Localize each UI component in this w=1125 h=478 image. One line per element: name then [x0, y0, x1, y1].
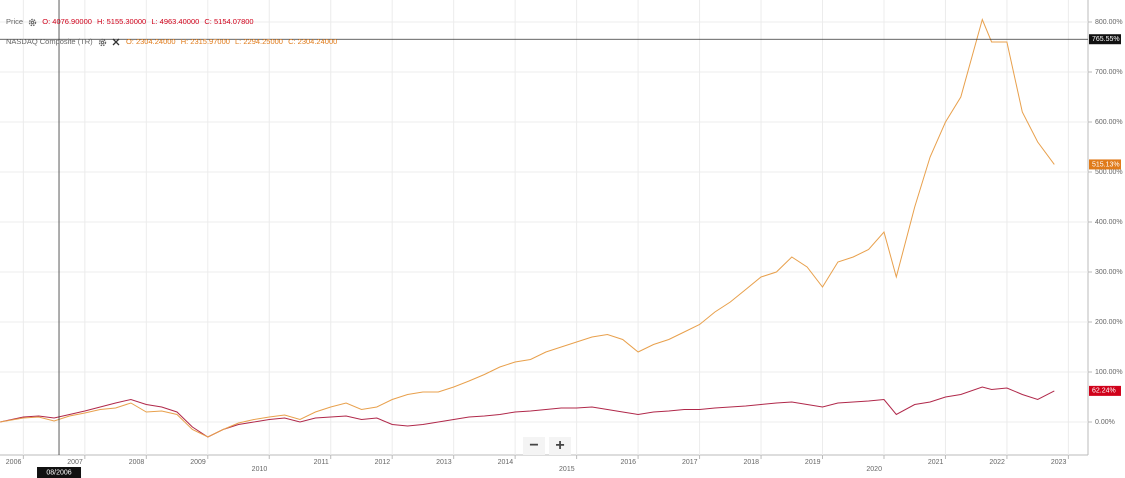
- ohlc-value: O: 4076.90000: [42, 17, 92, 26]
- legend-entry: NASDAQ Composite (TR): [6, 37, 93, 46]
- x-tick-label: 2019: [805, 459, 821, 466]
- legend-row: NASDAQ Composite (TR) O: 2304.24000 H: 2…: [6, 32, 340, 52]
- remove-icon[interactable]: [112, 38, 120, 46]
- legend-header: Price O: 4076.90000 H: 5155.30000 L: 496…: [6, 12, 340, 52]
- x-tick-label: 2022: [989, 459, 1005, 466]
- x-tick-label: 2015: [559, 466, 575, 473]
- x-tick-label: 2023: [1051, 459, 1067, 466]
- ohlc-value: L: 2294.25000: [235, 37, 283, 46]
- crosshair-y-box: [1089, 34, 1121, 45]
- legend-entry: Price: [6, 17, 24, 26]
- y-tick-label: 400.00%: [1095, 219, 1123, 226]
- ohlc-value: H: 2315.97000: [180, 37, 230, 46]
- x-tick-label: 2010: [252, 466, 268, 473]
- x-tick-label: 2013: [436, 459, 452, 466]
- ohlc-value: C: 5154.07800: [204, 17, 254, 26]
- crosshair-x-label: 08/2006: [46, 469, 71, 476]
- x-tick-label: 2021: [928, 459, 944, 466]
- y-tick-label: 800.00%: [1095, 19, 1123, 26]
- series-line: [0, 17, 1055, 438]
- y-tick-label: 200.00%: [1095, 319, 1123, 326]
- end-label-box: [1089, 385, 1121, 396]
- x-tick-label: 2017: [682, 459, 698, 466]
- y-tick-label: 700.00%: [1095, 69, 1123, 76]
- end-label-box: [1089, 159, 1121, 170]
- x-tick-label: 2016: [621, 459, 637, 466]
- x-tick-label: 2018: [743, 459, 759, 466]
- end-label: 515.13%: [1092, 161, 1120, 168]
- end-label: 62.24%: [1092, 388, 1116, 395]
- y-tick-label: 600.00%: [1095, 119, 1123, 126]
- y-tick-label: 100.00%: [1095, 369, 1123, 376]
- crosshair-y-label: 765.55%: [1092, 36, 1120, 43]
- y-tick-label: 0.00%: [1095, 419, 1115, 426]
- x-tick-label: 2009: [190, 459, 206, 466]
- x-tick-label: 2006: [6, 459, 22, 466]
- x-tick-label: 2012: [375, 459, 391, 466]
- crosshair-x-box: [37, 467, 82, 478]
- x-tick-label: 2011: [314, 459, 329, 466]
- ohlc-value: O: 2304.24000: [125, 37, 176, 46]
- ohlc-value: H: 5155.30000: [97, 17, 147, 26]
- legend-row: Price O: 4076.90000 H: 5155.30000 L: 496…: [6, 12, 340, 32]
- ohlc-value: L: 4963.40000: [151, 17, 200, 26]
- settings-icon[interactable]: [98, 38, 107, 47]
- y-tick-label: 300.00%: [1095, 269, 1123, 276]
- x-tick-label: 2008: [129, 459, 145, 466]
- zoom-out-button[interactable]: −: [523, 437, 545, 455]
- settings-icon[interactable]: [28, 18, 37, 27]
- ohlc-value: C: 2304.24000: [288, 37, 338, 46]
- series-line: [0, 386, 1055, 438]
- y-tick-label: 500.00%: [1095, 169, 1123, 176]
- x-tick-label: 2007: [67, 459, 83, 466]
- x-tick-label: 2014: [498, 459, 514, 466]
- zoom-in-button[interactable]: +: [549, 437, 571, 455]
- x-tick-label: 2020: [866, 466, 882, 473]
